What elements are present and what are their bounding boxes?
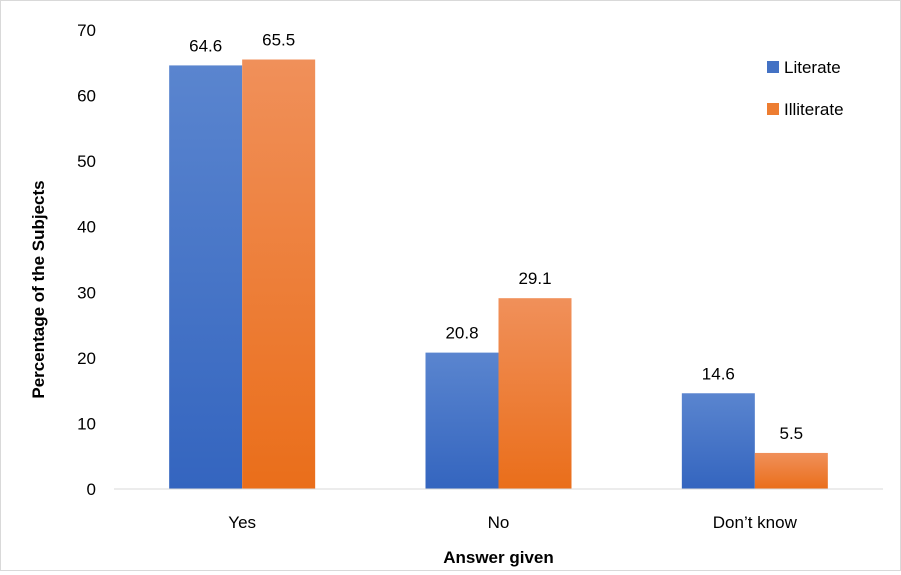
- x-axis-title: Answer given: [443, 548, 554, 567]
- data-labels: 64.6 65.5 20.8 29.1 14.6 5.5: [189, 31, 803, 443]
- data-label: 64.6: [189, 36, 222, 55]
- y-tick-label: 10: [77, 414, 96, 433]
- y-tick-label: 60: [77, 87, 96, 106]
- bar-literate-1: [425, 352, 499, 489]
- legend-swatch-literate: [767, 61, 779, 73]
- y-tick-label: 70: [77, 21, 96, 40]
- bar-illiterate-2: [754, 452, 828, 489]
- x-axis: Yes No Don’t know: [114, 488, 883, 532]
- legend-swatch-illiterate: [767, 103, 779, 115]
- data-label: 14.6: [702, 364, 735, 383]
- data-label: 29.1: [518, 269, 551, 288]
- legend-label-illiterate: Illiterate: [784, 100, 844, 119]
- y-tick-label: 50: [77, 152, 96, 171]
- data-label: 5.5: [780, 424, 804, 443]
- x-tick-label: Don’t know: [713, 513, 798, 532]
- x-tick-label: Yes: [228, 513, 256, 532]
- data-label: 20.8: [445, 324, 478, 343]
- bar-literate-0: [169, 65, 243, 489]
- legend: Literate Illiterate: [767, 58, 844, 119]
- y-tick-label: 40: [77, 218, 96, 237]
- legend-label-literate: Literate: [784, 58, 841, 77]
- bar-illiterate-0: [242, 59, 316, 489]
- y-tick-label: 20: [77, 349, 96, 368]
- bar-literate-2: [681, 393, 755, 489]
- bars: [169, 59, 828, 489]
- data-label: 65.5: [262, 31, 295, 50]
- y-axis-title: Percentage of the Subjects: [29, 180, 48, 398]
- bar-illiterate-1: [498, 298, 572, 489]
- y-tick-label: 30: [77, 283, 96, 302]
- y-tick-label: 0: [87, 480, 96, 499]
- y-axis: 0 10 20 30 40 50 60 70: [77, 21, 96, 499]
- x-tick-label: No: [488, 513, 510, 532]
